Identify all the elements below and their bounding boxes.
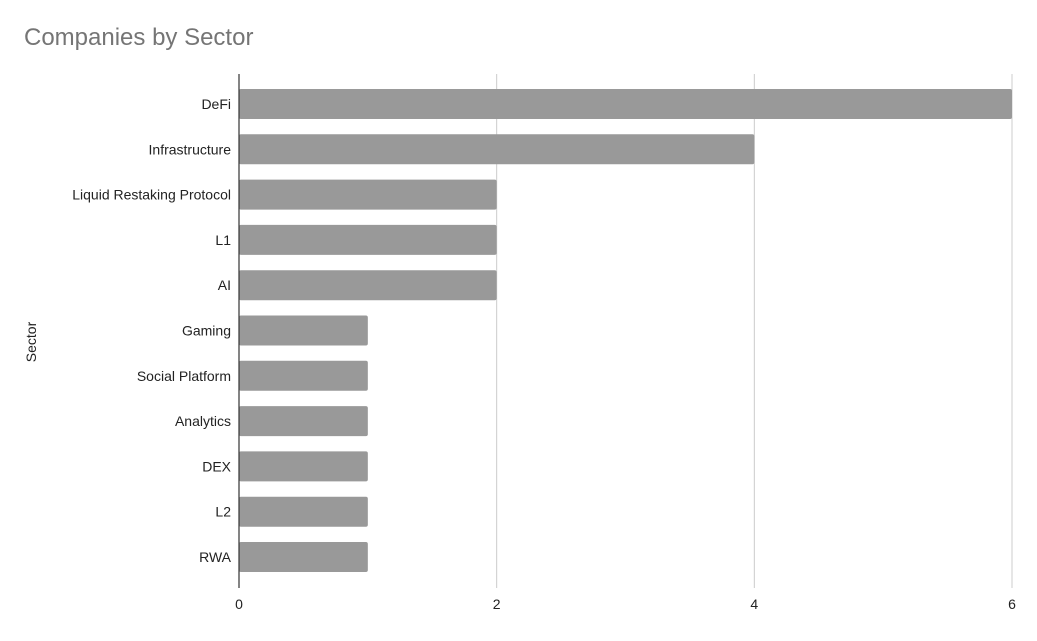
- bar-liquid-restaking-protocol: [239, 179, 497, 210]
- y-tick-label: L1: [215, 232, 231, 248]
- x-tick-label: 0: [235, 596, 243, 612]
- bar-gaming: [239, 315, 368, 346]
- y-tick-label: L2: [215, 504, 231, 520]
- bar-rwa: [239, 542, 368, 572]
- x-tick-label: 2: [493, 596, 501, 612]
- chart-title: Companies by Sector: [24, 24, 254, 51]
- y-tick-label: Infrastructure: [149, 141, 232, 157]
- y-tick-label: RWA: [199, 549, 232, 565]
- bar-ai: [239, 270, 497, 301]
- bar-l1: [239, 224, 497, 255]
- bar-dex: [239, 451, 368, 482]
- y-tick-label: AI: [218, 277, 231, 293]
- bar-defi: [239, 89, 1012, 119]
- y-tick-label: Analytics: [175, 413, 231, 429]
- bar-social-platform: [239, 360, 368, 391]
- x-tick-label: 4: [750, 596, 758, 612]
- y-tick-label: DEX: [202, 458, 231, 474]
- bar-analytics: [239, 406, 368, 437]
- bar-infrastructure: [239, 134, 755, 165]
- bar-l2: [239, 496, 368, 527]
- x-tick-label: 6: [1008, 596, 1016, 612]
- y-tick-label: Liquid Restaking Protocol: [72, 187, 231, 203]
- y-tick-label: DeFi: [201, 96, 231, 112]
- y-tick-label: Gaming: [182, 323, 231, 339]
- y-tick-label: Social Platform: [137, 368, 231, 384]
